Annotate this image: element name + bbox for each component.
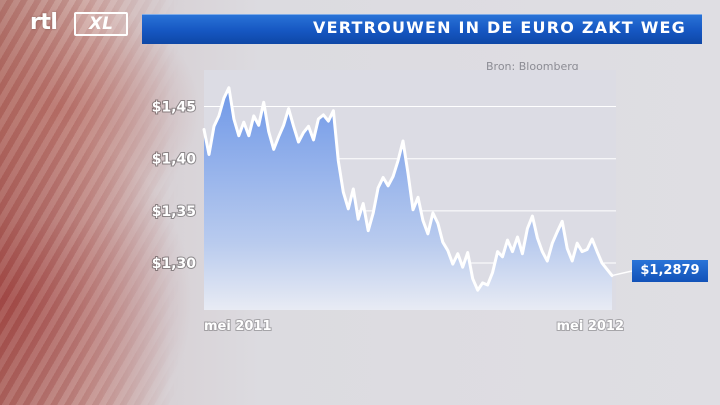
last-value-connector <box>611 270 633 277</box>
source-label: Bron: Bloomberg <box>486 60 579 73</box>
logo-xl-text: XL <box>74 12 128 36</box>
last-value-label: $1,2879 <box>632 260 708 282</box>
y-tick-label: $1,45 <box>152 100 196 116</box>
chart-title: VERTROUWEN IN DE EURO ZAKT WEG <box>313 18 686 37</box>
logo-rtl-text: rtl <box>30 10 58 35</box>
title-bar: VERTROUWEN IN DE EURO ZAKT WEG <box>142 14 702 44</box>
series-area <box>204 87 612 310</box>
series-line <box>202 86 614 292</box>
rtl-xl-logo: rtl XL <box>30 10 130 38</box>
x-tick-label: mei 2012 <box>556 319 624 334</box>
y-tick-label: $1,35 <box>152 204 196 220</box>
x-axis-ticks: mei 2011 mei 2012 <box>203 318 625 335</box>
y-axis-ticks: $1,30 $1,35 $1,40 $1,45 <box>151 99 198 274</box>
banknote-pattern <box>0 0 180 405</box>
y-tick-label: $1,30 <box>152 256 197 272</box>
x-tick-label: mei 2011 <box>204 319 272 334</box>
y-tick-label: $1,40 <box>152 152 197 168</box>
